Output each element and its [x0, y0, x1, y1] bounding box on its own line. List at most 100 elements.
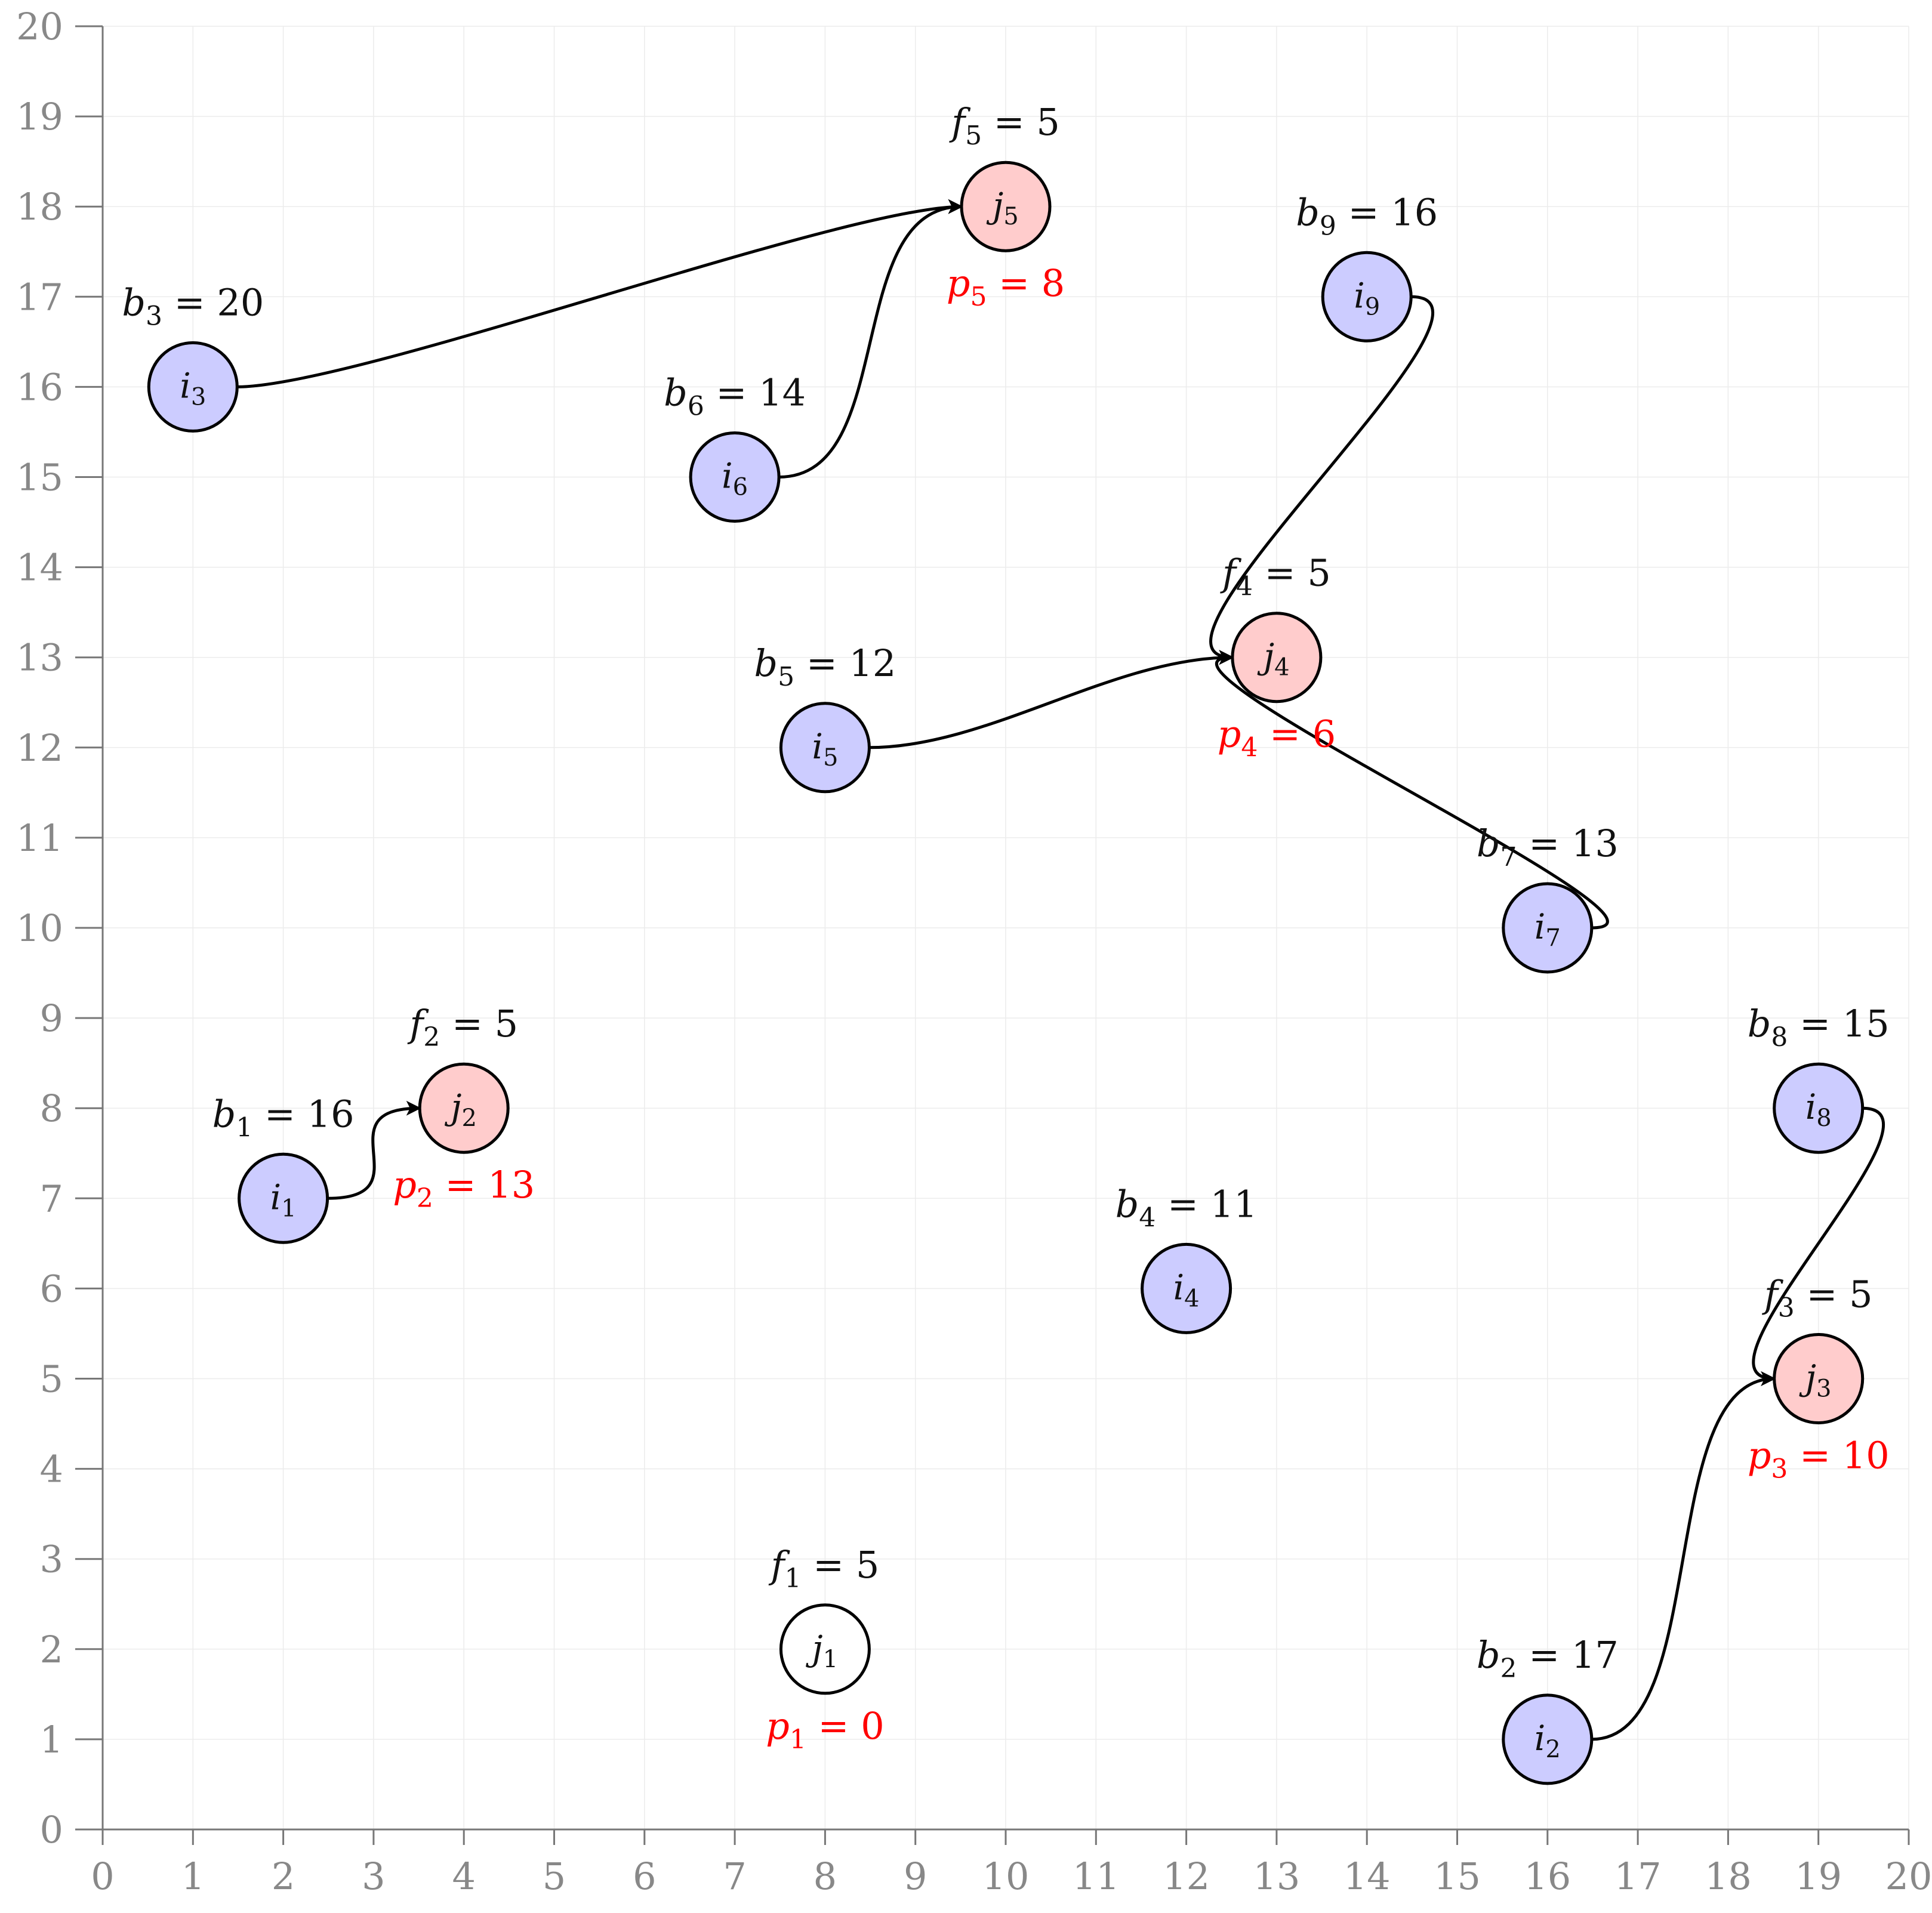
consumer-circle	[689, 431, 781, 523]
y-tick-label: 20	[16, 5, 63, 48]
x-tick-label: 16	[1524, 1855, 1571, 1898]
budget-label-i9: b9 = 16	[1296, 190, 1438, 241]
x-tick-label: 7	[723, 1855, 746, 1898]
y-tick-label: 7	[40, 1177, 63, 1220]
budget-label-i7: b7 = 13	[1477, 822, 1619, 872]
consumer-circle	[238, 1152, 329, 1244]
y-tick-label: 0	[40, 1808, 63, 1852]
consumer-label: i3	[180, 365, 206, 411]
y-tick-label: 4	[40, 1448, 63, 1491]
x-tick-label: 20	[1885, 1855, 1932, 1898]
x-tick-label: 12	[1163, 1855, 1210, 1898]
cost-label-j2: f2 = 5	[407, 1002, 518, 1053]
y-tick-label: 3	[40, 1538, 63, 1581]
cost-label-j5: f5 = 5	[949, 100, 1060, 151]
consumer-label: i8	[1805, 1087, 1832, 1132]
x-tick-label: 6	[633, 1855, 656, 1898]
x-tick-label: 14	[1344, 1855, 1391, 1898]
facility-node-j4: j4	[1231, 612, 1323, 704]
x-tick-label: 8	[814, 1855, 837, 1898]
assignment-edges	[237, 199, 1885, 1741]
y-tick-label: 17	[16, 275, 63, 319]
y-tick-label: 5	[40, 1357, 63, 1401]
consumer-node-i4: i4	[1141, 1242, 1232, 1334]
facility-node-j1: j1	[779, 1603, 871, 1695]
y-tick-label: 19	[16, 95, 63, 138]
assignment-edge-i2-j3	[1591, 1371, 1776, 1741]
assignment-edge-i5-j4	[869, 650, 1234, 749]
budget-label-i4: b4 = 11	[1116, 1182, 1258, 1233]
consumer-circle	[1773, 1062, 1865, 1154]
x-tick-label: 2	[272, 1855, 295, 1898]
y-tick-label: 2	[40, 1628, 63, 1671]
cost-label-j4: f4 = 5	[1220, 551, 1331, 602]
facility-circle	[1231, 612, 1323, 704]
x-tick-label: 19	[1795, 1855, 1842, 1898]
budget-label-i2: b2 = 17	[1477, 1633, 1619, 1684]
budget-label-i1: b1 = 16	[212, 1092, 355, 1143]
x-tick-label: 3	[362, 1855, 385, 1898]
consumer-node-i7: i7	[1502, 882, 1594, 974]
x-tick-label: 10	[982, 1855, 1030, 1898]
y-tick-label: 14	[16, 546, 63, 590]
assignment-edge-i8-j3	[1752, 1106, 1885, 1386]
consumer-circle	[147, 341, 239, 433]
consumer-node-i5: i5	[779, 702, 871, 794]
consumer-node-i6: i6	[689, 431, 781, 523]
facility-node-j5: j5	[960, 161, 1052, 252]
facility-node-j2: j2	[418, 1062, 510, 1154]
budget-label-i6: b6 = 14	[664, 371, 806, 422]
budget-label-i5: b5 = 12	[754, 641, 896, 692]
y-tick-label: 1	[40, 1718, 63, 1761]
consumer-label: i1	[270, 1177, 297, 1222]
x-tick-label: 1	[181, 1855, 205, 1898]
consumer-circle	[1502, 1693, 1594, 1785]
facility-circle	[1773, 1333, 1865, 1424]
node-annotations: b1 = 16 b2 = 17 b3 = 20 b4 = 11 b5 = 12 b6 = …	[122, 100, 1889, 1755]
y-tick-label: 8	[40, 1087, 63, 1130]
price-label-j1: p1 = 0	[766, 1704, 885, 1755]
x-tick-label: 4	[452, 1855, 475, 1898]
price-label-j5: p5 = 8	[947, 261, 1065, 312]
assignment-edge-i3-j5	[237, 199, 963, 388]
x-tick-label: 13	[1253, 1855, 1300, 1898]
consumer-node-i1: i1	[238, 1152, 329, 1244]
facility-circle	[779, 1603, 871, 1695]
consumer-node-i9: i9	[1321, 251, 1413, 343]
consumer-label: i5	[812, 726, 838, 772]
y-tick-label: 16	[16, 365, 63, 409]
consumer-node-i3: i3	[147, 341, 239, 433]
x-tick-label: 18	[1705, 1855, 1752, 1898]
y-tick-label: 6	[40, 1267, 63, 1310]
assignment-edge-i7-j4	[1215, 650, 1609, 930]
y-tick-label: 10	[16, 906, 63, 950]
y-tick-label: 9	[40, 996, 63, 1040]
grid	[102, 26, 1909, 1830]
facility-circle	[960, 161, 1052, 252]
consumer-circle	[779, 702, 871, 794]
facility-node-j3: j3	[1773, 1333, 1865, 1424]
consumer-node-i8: i8	[1773, 1062, 1865, 1154]
x-tick-label: 17	[1614, 1855, 1662, 1898]
consumer-circle	[1321, 251, 1413, 343]
cost-label-j3: f3 = 5	[1762, 1273, 1873, 1323]
x-tick-label: 11	[1073, 1855, 1120, 1898]
consumer-label: i9	[1354, 275, 1380, 320]
y-tick-label: 15	[16, 456, 63, 499]
consumer-node-i2: i2	[1502, 1693, 1594, 1785]
y-tick-label: 13	[16, 636, 63, 680]
y-tick-label: 11	[16, 816, 63, 860]
facility-circle	[418, 1062, 510, 1154]
x-tick-label: 0	[91, 1855, 114, 1898]
assignment-edge-i6-j5	[779, 199, 963, 479]
consumer-circle	[1502, 882, 1594, 974]
budget-label-i3: b3 = 20	[122, 280, 264, 331]
assignment-edge-i9-j4	[1209, 295, 1434, 665]
price-label-j3: p3 = 10	[1748, 1434, 1890, 1485]
budget-label-i8: b8 = 15	[1748, 1002, 1890, 1053]
consumer-label: i2	[1534, 1718, 1561, 1763]
consumer-label: i4	[1173, 1267, 1200, 1312]
x-tick-label: 5	[543, 1855, 566, 1898]
y-tick-label: 12	[16, 726, 63, 770]
